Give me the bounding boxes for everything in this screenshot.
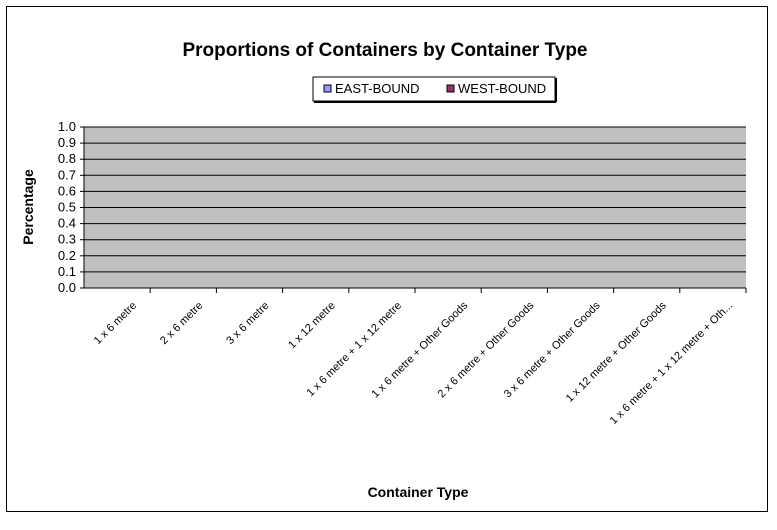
y-tick-label: 0.8 <box>58 151 76 166</box>
y-tick-label: 1.0 <box>58 119 76 134</box>
x-category-label: 1 x 6 metre + 1 x 12 metre + Oth... <box>608 300 735 427</box>
legend-swatch-east-bound <box>323 84 332 93</box>
x-axis-ticks: 1 x 6 metre 2 x 6 metre 3 x 6 metre 1 x 12 … <box>92 288 747 427</box>
legend-label-west-bound: WEST-BOUND <box>458 81 546 96</box>
y-tick-label: 0.1 <box>58 264 76 279</box>
y-tick-label: 0.7 <box>58 167 76 182</box>
y-tick-label: 0.2 <box>58 248 76 263</box>
y-tick-label: 0.4 <box>58 216 76 231</box>
y-tick-label: 0.9 <box>58 135 76 150</box>
y-tick-label: 0.5 <box>58 200 76 215</box>
x-category-label: 1 x 6 metre <box>92 300 139 347</box>
legend-label-east-bound: EAST-BOUND <box>335 81 420 96</box>
y-axis-title: Percentage <box>20 169 36 245</box>
x-category-label: 2 x 6 metre <box>158 300 205 347</box>
y-tick-label: 0.3 <box>58 232 76 247</box>
chart-title: Proportions of Containers by Container T… <box>182 40 587 61</box>
x-category-label: 3 x 6 metre <box>224 300 271 347</box>
y-tick-label: 0.6 <box>58 183 76 198</box>
legend-box <box>312 76 556 102</box>
y-tick-label: 0.0 <box>58 280 76 295</box>
x-axis-title: Container Type <box>368 484 469 500</box>
legend-swatch-west-bound <box>446 84 455 93</box>
legend: EAST-BOUND WEST-BOUND <box>312 76 557 103</box>
x-category-label: 1 x 12 metre <box>286 300 338 352</box>
